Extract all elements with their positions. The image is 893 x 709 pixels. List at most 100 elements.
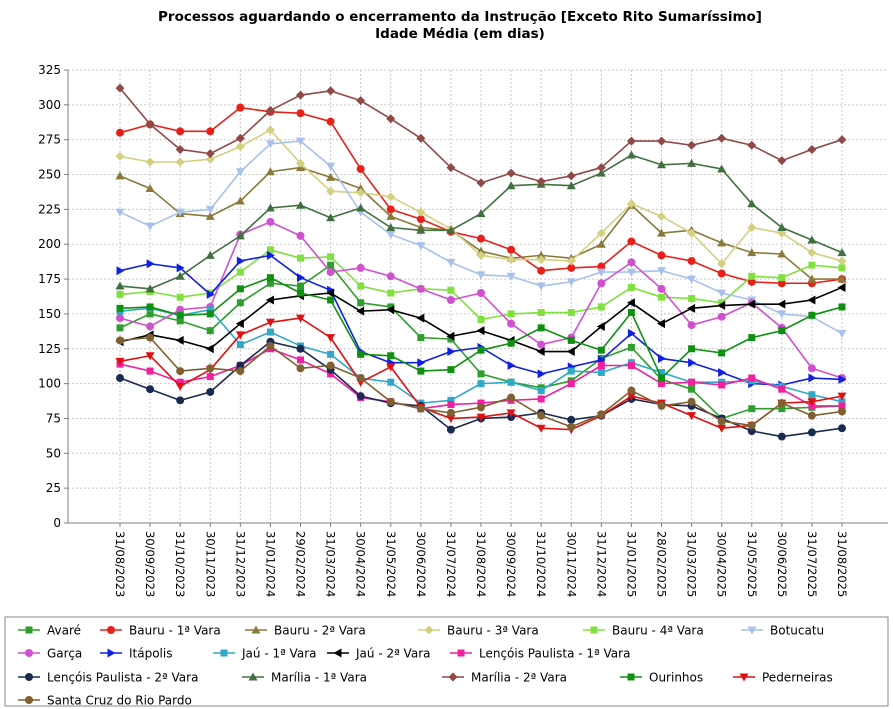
series-12 (115, 150, 847, 293)
data-point (266, 279, 274, 287)
data-point (747, 421, 756, 430)
data-point (296, 90, 305, 100)
data-point (357, 282, 365, 290)
data-point (687, 256, 696, 265)
data-point (446, 258, 456, 267)
data-point (477, 346, 485, 354)
data-point (446, 163, 456, 173)
data-point (808, 311, 816, 319)
data-point (626, 199, 636, 209)
data-point (718, 299, 726, 307)
series-9 (115, 282, 846, 357)
data-point (777, 156, 787, 166)
data-point (416, 225, 426, 234)
data-point (206, 306, 214, 314)
x-tick-label: 31/08/2023 (113, 531, 127, 597)
y-tick-label: 0 (53, 516, 61, 530)
data-point (447, 335, 455, 343)
data-point (297, 289, 304, 297)
y-tick-label: 325 (38, 63, 61, 77)
data-point (657, 284, 666, 293)
data-point (296, 200, 305, 209)
data-point (297, 282, 304, 290)
data-point (596, 228, 606, 238)
series-13 (115, 83, 847, 188)
data-point (175, 157, 185, 167)
data-point (206, 373, 214, 381)
data-point (356, 263, 365, 272)
data-point (807, 274, 817, 283)
data-point (146, 333, 155, 342)
data-point (687, 140, 697, 150)
data-point (506, 181, 516, 190)
data-point (446, 225, 456, 234)
data-point (807, 235, 817, 244)
legend-label: Ourinhos (649, 671, 703, 685)
data-point (717, 289, 727, 298)
data-point (146, 367, 154, 375)
x-tick-label: 31/10/2023 (173, 531, 187, 597)
data-point (265, 125, 275, 135)
data-point (658, 293, 665, 301)
data-point (386, 223, 396, 232)
data-point (146, 259, 155, 269)
data-point (265, 203, 275, 212)
data-point (777, 299, 786, 309)
data-point (146, 303, 154, 311)
data-point (537, 324, 545, 332)
data-point (386, 114, 396, 124)
data-point (688, 385, 696, 393)
legend-item-11: Lençóis Paulista - 2ª Vara (18, 671, 198, 685)
data-point (567, 336, 575, 344)
legend-item-0: Avaré (18, 624, 81, 638)
data-point (597, 361, 605, 369)
data-point (567, 415, 576, 424)
data-point (777, 279, 786, 288)
data-point (596, 163, 606, 173)
data-point (176, 396, 185, 405)
data-point (837, 282, 846, 292)
data-point (265, 295, 274, 305)
data-point (658, 354, 666, 364)
legend: Avaré Bauru - 1ª Vara Bauru - 2ª Vara Bauru… (4, 616, 889, 708)
data-point (424, 625, 434, 635)
legend-item-15: Pederneiras (733, 671, 833, 685)
data-point (657, 319, 665, 329)
data-point (687, 158, 697, 167)
data-point (327, 253, 335, 261)
data-point (115, 208, 125, 217)
data-point (116, 324, 124, 332)
data-point (236, 299, 244, 307)
y-tick-label: 225 (38, 202, 61, 216)
data-point (145, 352, 155, 361)
data-point (327, 296, 335, 304)
data-point (205, 211, 215, 220)
data-point (537, 387, 545, 395)
data-point (657, 228, 666, 237)
data-point (235, 231, 245, 240)
data-point (687, 228, 697, 238)
data-point (537, 411, 546, 420)
data-point (687, 321, 696, 330)
chart-title: Processos aguardando o encerramento da I… (158, 9, 762, 25)
data-point (115, 171, 125, 180)
data-point (115, 281, 125, 290)
y-tick-label: 75 (46, 411, 61, 425)
data-point (807, 398, 817, 407)
legend-label: Pederneiras (762, 671, 833, 685)
data-point (627, 673, 635, 681)
legend-item-1: Bauru - 1ª Vara (100, 624, 221, 638)
data-point (596, 239, 606, 248)
data-point (597, 410, 606, 419)
data-point (777, 249, 787, 258)
data-point (265, 167, 275, 176)
data-point (777, 399, 786, 408)
data-point (627, 309, 635, 317)
data-point (446, 331, 455, 341)
legend-box (4, 616, 889, 707)
data-point (107, 626, 115, 634)
data-point (206, 364, 215, 373)
data-point (777, 432, 786, 441)
data-point (297, 254, 304, 262)
data-point (717, 424, 727, 433)
